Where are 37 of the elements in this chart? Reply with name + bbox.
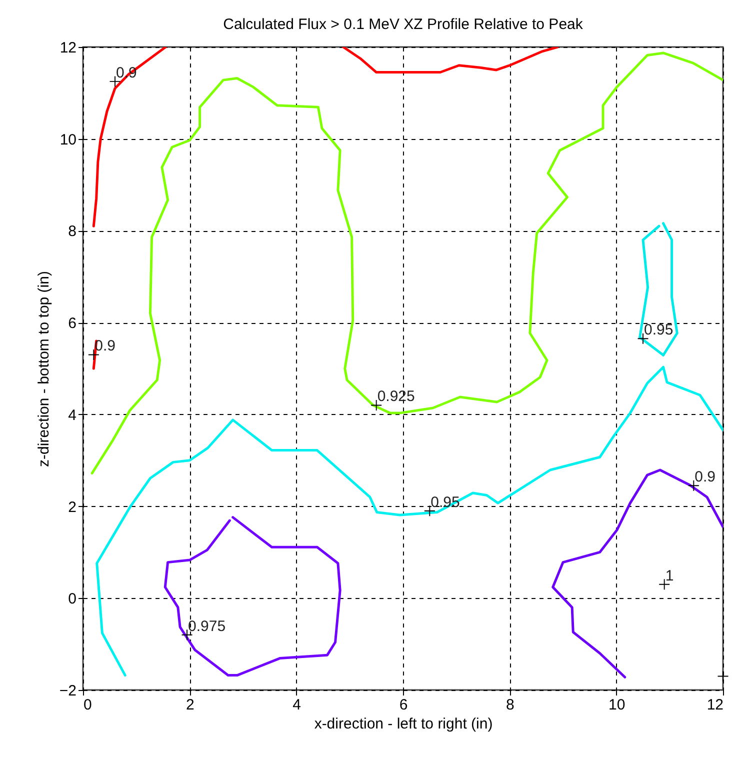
y-tick-label: 0 [68,590,76,608]
line-series [164,516,342,677]
x-tick-label: 8 [506,696,514,714]
point [638,333,648,344]
x-tick-label: 12 [706,696,724,714]
x-tick-label: 4 [292,696,302,714]
annotation: 1 [665,567,674,584]
annotation: 0.9 [694,468,716,486]
x-tick-label: 6 [399,696,408,714]
x-tick-label: 0 [84,696,92,714]
y-tick-label: 12 [60,40,76,56]
y-tick-label: −2 [59,682,76,700]
y-axis-title: z-direction - bottom to top (in) [35,271,52,467]
y-tick-label: 8 [68,223,76,240]
x-tick-label: 2 [186,696,194,714]
annotation: 0.975 [188,618,226,635]
y-tick-label: 6 [68,315,76,332]
line-series [92,47,167,228]
point [659,579,670,590]
point [110,76,120,87]
line-series [342,47,559,74]
y-tick-label: 4 [68,406,76,424]
line-series [638,222,678,356]
x-axis-title: x-direction - left to right (in) [314,716,493,732]
line-series [552,468,723,678]
annotation: 0.925 [377,388,415,406]
point [424,506,435,516]
point [718,670,728,682]
point [182,630,192,640]
annotation: 0.95 [644,322,674,339]
line-series [96,366,723,677]
y-tick-label: 10 [60,131,76,148]
y-tick-label: 2 [68,498,76,516]
chart-title: Calculated Flux > 0.1 MeV XZ Profile Relative to Peak [223,16,584,33]
point [88,349,99,360]
x-tick-label: 10 [608,696,626,714]
point [688,480,699,491]
